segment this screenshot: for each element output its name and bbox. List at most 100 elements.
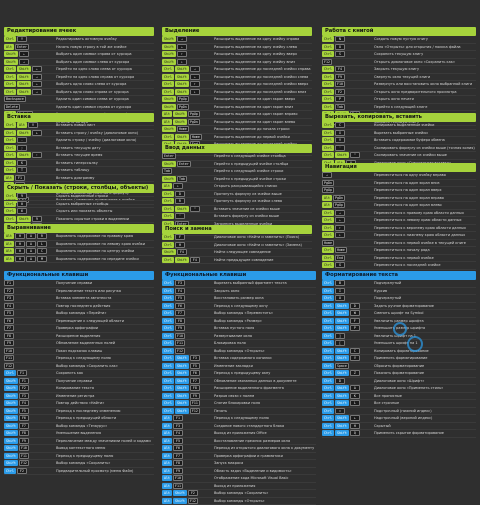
key-cap: ' (175, 213, 185, 219)
shortcut-description: Переместиться на один экран вправо (374, 196, 476, 200)
key-cap: Shift (175, 378, 189, 384)
key-cap: Shift (175, 89, 189, 95)
key-cap: Ctrl (322, 348, 334, 354)
key-cap: Shift (162, 44, 176, 50)
shortcut-row: Ctrl'Вставить формулу из ячейки выше (162, 213, 312, 221)
key-cap: Alt (322, 202, 332, 208)
shortcut-description: Расширить выделение на один экран вверх (214, 97, 312, 101)
shortcut-description: Снятие блокировки поля (214, 401, 316, 405)
shortcut-description: Сохранить как (56, 371, 154, 375)
key-cap: Shift (335, 318, 349, 324)
shortcut-row: Ctrl←Переместиться к левому краю области… (322, 217, 476, 225)
shortcut-keys: Shift↓ (162, 59, 214, 65)
shortcut-keys: Shift↑ (162, 51, 214, 57)
key-cap: ' (335, 145, 345, 151)
shortcut-description: Переход к следующему полю (56, 356, 154, 360)
key-cap: Ctrl (322, 255, 334, 261)
shortcut-description: Вставить значение из ячейки выше (214, 207, 312, 211)
key-cap: ↓ (173, 183, 183, 189)
key-cap: Alt (162, 483, 172, 489)
shortcut-description: Показать скрытые строки в выделении (56, 217, 154, 221)
key-cap: Tab (335, 104, 345, 110)
shortcut-description: Выбор команды «Размер» (214, 319, 316, 323)
key-cap: F12 (4, 363, 14, 369)
key-cap: Ctrl (322, 303, 334, 309)
key-cap: Ctrl (4, 370, 16, 376)
shortcut-description: Переместиться на один экран вниз (374, 181, 476, 185)
shortcut-description: Закрыть окно (214, 289, 316, 293)
key-cap: F1 (173, 415, 183, 421)
key-cap: O (335, 44, 345, 50)
shortcut-description: Вставить диаграмму (56, 176, 154, 180)
key-cap: U (335, 295, 345, 301)
key-cap: F9 (175, 325, 185, 331)
key-cap: Ctrl (4, 167, 16, 173)
key-cap: F11 (173, 483, 183, 489)
key-cap: Alt (162, 498, 172, 504)
key-cap: H (15, 241, 25, 247)
key-cap: Shift (4, 378, 18, 384)
shortcut-description: Открыть окно предварительного просмотра (374, 90, 476, 94)
shortcut-keys: Backspace (4, 96, 56, 102)
shortcut-description: Расширить выделение до начала строки (214, 127, 312, 131)
key-cap: C (350, 348, 360, 354)
key-cap: F3 (4, 295, 14, 301)
shortcut-description: Вставка пустого поля (214, 326, 316, 330)
shortcut-description: Увеличить размер шрифта (374, 319, 476, 323)
key-cap: Shift (335, 152, 349, 158)
key-cap: → (32, 74, 42, 80)
shortcut-description: Вставить формулу из ячейки выше (214, 214, 312, 218)
key-cap: Ctrl (322, 51, 334, 57)
shortcut-description: Копировать выделенные ячейки (374, 123, 476, 127)
shortcut-description: Редактировать активную ячейку (56, 37, 154, 41)
shortcut-description: Выбор команды «Открыть» (214, 499, 316, 503)
key-cap: Shift (173, 111, 187, 117)
key-cap: Ctrl (322, 217, 334, 223)
shortcut-description: Выбрать одно слово слева от курсора (56, 82, 154, 86)
shortcut-description: Свернуть окно текущей книги (374, 75, 476, 79)
key-cap: K (17, 160, 27, 166)
key-cap: Ctrl (162, 295, 174, 301)
shortcut-description: Расширение выделенного фрагмента (214, 386, 316, 390)
shortcut-row: Ctrl-Удалить строку / ячейку (диалоговое… (4, 137, 154, 145)
key-cap: Ctrl (4, 152, 16, 158)
shortcut-description: Перейти на одно слово слева от курсора (56, 67, 154, 71)
key-cap: ← (19, 51, 29, 57)
key-cap: Ctrl (162, 348, 174, 354)
key-cap: Shift (17, 216, 31, 222)
